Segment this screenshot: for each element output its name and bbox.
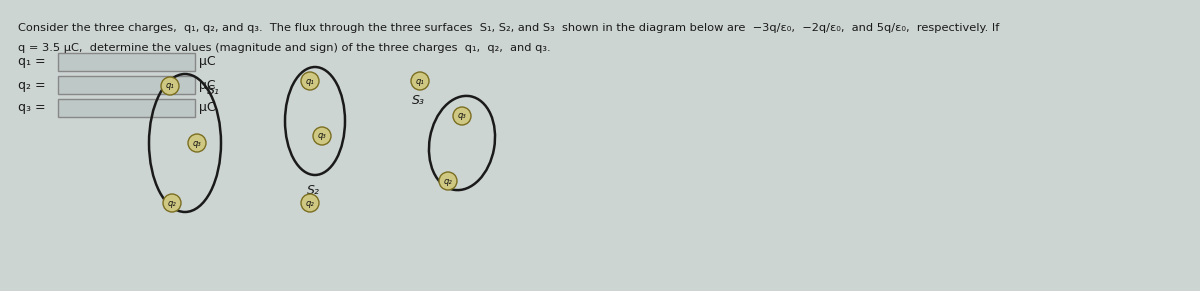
Circle shape [454,107,470,125]
Circle shape [161,77,179,95]
Text: Consider the three charges,  q₁, q₂, and q₃.  The flux through the three surface: Consider the three charges, q₁, q₂, and … [18,23,1000,33]
Circle shape [301,72,319,90]
Text: S₁: S₁ [208,84,220,97]
Text: q₃: q₃ [193,139,202,148]
Text: μC: μC [199,79,216,91]
Bar [58,53,194,71]
Bar [58,99,194,117]
Circle shape [313,127,331,145]
Text: μC: μC [199,102,216,114]
Text: S₂: S₂ [307,184,320,198]
Text: μC: μC [199,56,216,68]
Bar [58,76,194,94]
Text: q₂ =: q₂ = [18,79,46,91]
Circle shape [188,134,206,152]
Text: q₁: q₁ [166,81,174,91]
Circle shape [439,172,457,190]
Text: q₁: q₁ [306,77,314,86]
Text: q₃: q₃ [457,111,467,120]
Circle shape [163,194,181,212]
Text: q₁: q₁ [415,77,425,86]
Text: q = 3.5 μC,  determine the values (magnitude and sign) of the three charges  q₁,: q = 3.5 μC, determine the values (magnit… [18,43,551,53]
Text: q₃: q₃ [318,132,326,141]
Circle shape [410,72,430,90]
Text: q₁ =: q₁ = [18,56,46,68]
Text: q₃ =: q₃ = [18,102,46,114]
Text: q₂: q₂ [444,177,452,185]
Text: q₂: q₂ [306,198,314,207]
Circle shape [301,194,319,212]
Text: q₂: q₂ [168,198,176,207]
Text: S₃: S₃ [412,95,425,107]
